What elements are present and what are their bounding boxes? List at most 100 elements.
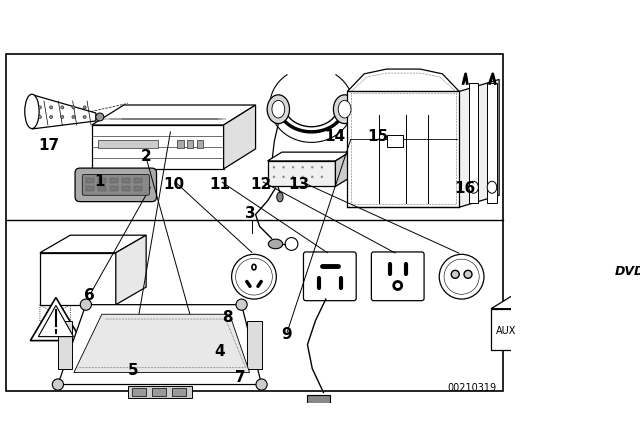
- Circle shape: [301, 166, 304, 168]
- Polygon shape: [116, 235, 146, 305]
- Text: 7: 7: [235, 370, 246, 385]
- Circle shape: [83, 106, 86, 109]
- Polygon shape: [268, 152, 350, 161]
- Circle shape: [394, 281, 402, 289]
- FancyBboxPatch shape: [371, 252, 424, 301]
- Polygon shape: [92, 105, 255, 125]
- Text: 13: 13: [289, 177, 310, 192]
- Text: 00210319: 00210319: [447, 383, 497, 392]
- Bar: [387, 135, 403, 147]
- Text: 4: 4: [214, 344, 225, 358]
- Circle shape: [52, 379, 63, 390]
- Circle shape: [236, 299, 247, 310]
- Ellipse shape: [272, 100, 285, 118]
- Circle shape: [292, 176, 294, 178]
- Text: 8: 8: [222, 310, 233, 324]
- Bar: [134, 185, 142, 191]
- Ellipse shape: [25, 94, 39, 129]
- Circle shape: [256, 379, 267, 390]
- Polygon shape: [30, 297, 81, 340]
- Bar: [196, 140, 203, 148]
- Circle shape: [72, 116, 75, 119]
- Circle shape: [61, 106, 64, 109]
- Polygon shape: [491, 309, 545, 350]
- Circle shape: [38, 116, 42, 119]
- Bar: [177, 140, 184, 148]
- Text: 11: 11: [209, 177, 230, 192]
- Text: 16: 16: [454, 181, 476, 196]
- Polygon shape: [92, 125, 223, 169]
- Text: 17: 17: [38, 138, 59, 153]
- Text: 14: 14: [324, 129, 346, 144]
- Ellipse shape: [268, 239, 283, 249]
- Ellipse shape: [338, 100, 351, 118]
- Polygon shape: [247, 321, 262, 369]
- Circle shape: [301, 176, 304, 178]
- Bar: [187, 140, 193, 148]
- Text: 10: 10: [163, 177, 184, 192]
- Text: 12: 12: [250, 177, 271, 192]
- Bar: [110, 178, 118, 183]
- Polygon shape: [545, 296, 566, 350]
- Text: DVD: DVD: [615, 265, 640, 278]
- Circle shape: [285, 237, 298, 250]
- Polygon shape: [609, 296, 630, 350]
- Text: 15: 15: [367, 129, 388, 144]
- FancyBboxPatch shape: [75, 168, 157, 202]
- Polygon shape: [74, 314, 250, 373]
- Polygon shape: [491, 296, 566, 309]
- Text: 5: 5: [127, 363, 138, 378]
- Circle shape: [232, 254, 276, 299]
- Ellipse shape: [468, 181, 478, 193]
- Bar: [487, 83, 497, 203]
- Ellipse shape: [267, 95, 289, 124]
- Bar: [152, 388, 166, 396]
- Bar: [86, 185, 94, 191]
- Text: 2: 2: [140, 149, 151, 164]
- Ellipse shape: [276, 192, 283, 202]
- Bar: [132, 388, 146, 396]
- Polygon shape: [607, 245, 640, 294]
- Polygon shape: [268, 161, 335, 186]
- Circle shape: [96, 113, 104, 121]
- Bar: [122, 185, 130, 191]
- Polygon shape: [348, 91, 460, 207]
- Polygon shape: [335, 152, 350, 186]
- Circle shape: [444, 259, 479, 294]
- Circle shape: [273, 176, 275, 178]
- Circle shape: [321, 166, 323, 168]
- Polygon shape: [555, 309, 609, 350]
- Polygon shape: [607, 229, 640, 245]
- Bar: [98, 185, 106, 191]
- Polygon shape: [223, 105, 255, 169]
- Circle shape: [61, 116, 64, 119]
- Circle shape: [311, 176, 314, 178]
- Circle shape: [451, 270, 460, 278]
- Ellipse shape: [252, 264, 256, 270]
- Polygon shape: [38, 306, 74, 336]
- Bar: [128, 386, 191, 398]
- Polygon shape: [460, 79, 499, 207]
- Polygon shape: [58, 321, 72, 369]
- Circle shape: [273, 166, 275, 168]
- Polygon shape: [348, 69, 460, 91]
- Bar: [98, 140, 157, 148]
- Circle shape: [282, 176, 285, 178]
- Circle shape: [464, 270, 472, 278]
- Text: AUX: AUX: [496, 326, 516, 336]
- Polygon shape: [32, 95, 96, 129]
- Bar: [122, 178, 130, 183]
- Bar: [98, 178, 106, 183]
- FancyBboxPatch shape: [83, 174, 149, 195]
- Text: 6: 6: [84, 288, 95, 303]
- Ellipse shape: [487, 181, 497, 193]
- FancyBboxPatch shape: [303, 252, 356, 301]
- Bar: [307, 395, 330, 409]
- Text: 3: 3: [245, 206, 256, 221]
- Circle shape: [80, 299, 92, 310]
- Circle shape: [72, 106, 75, 109]
- Ellipse shape: [333, 95, 356, 124]
- Text: 9: 9: [281, 327, 292, 342]
- Polygon shape: [555, 296, 630, 309]
- Circle shape: [321, 176, 323, 178]
